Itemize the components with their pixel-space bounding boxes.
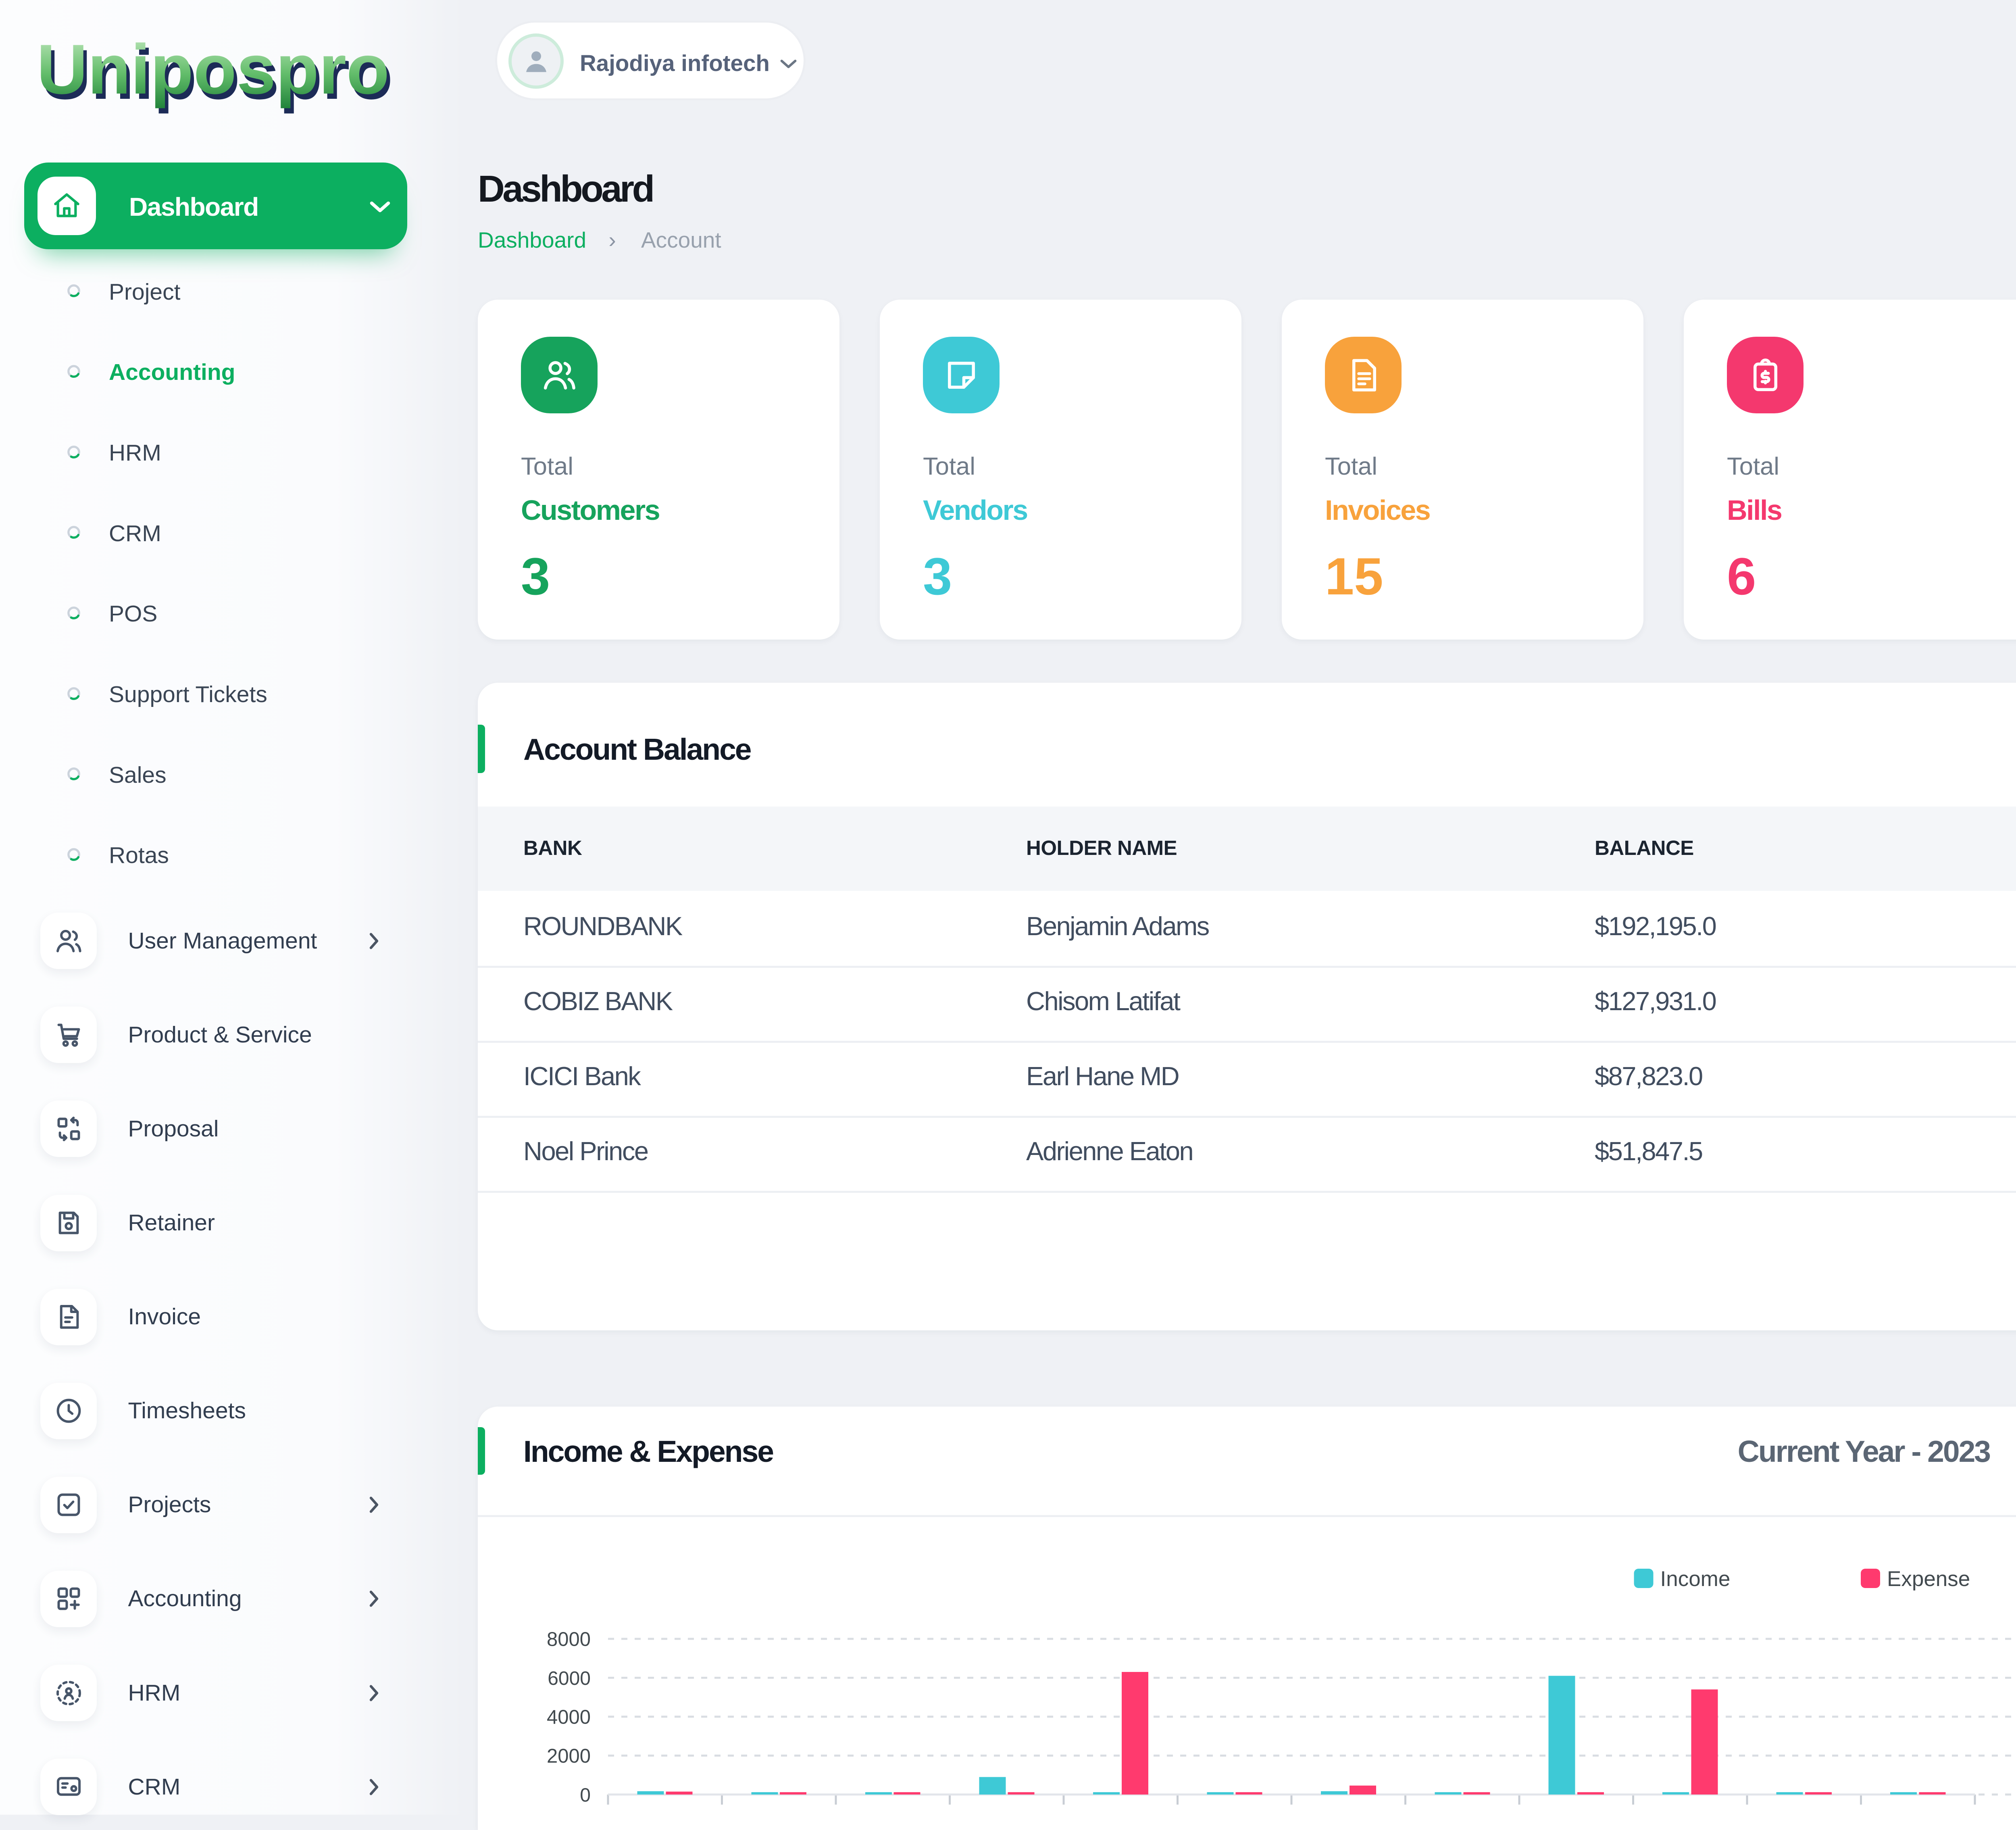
svg-text:8000: 8000 [547, 1629, 591, 1651]
svg-text:Expense: Expense [1887, 1567, 1970, 1591]
svg-text:0: 0 [580, 1785, 591, 1806]
svg-text:2000: 2000 [547, 1745, 591, 1767]
svg-text:Income: Income [1660, 1567, 1731, 1591]
svg-text:4000: 4000 [547, 1707, 591, 1728]
svg-text:6000: 6000 [548, 1668, 591, 1689]
